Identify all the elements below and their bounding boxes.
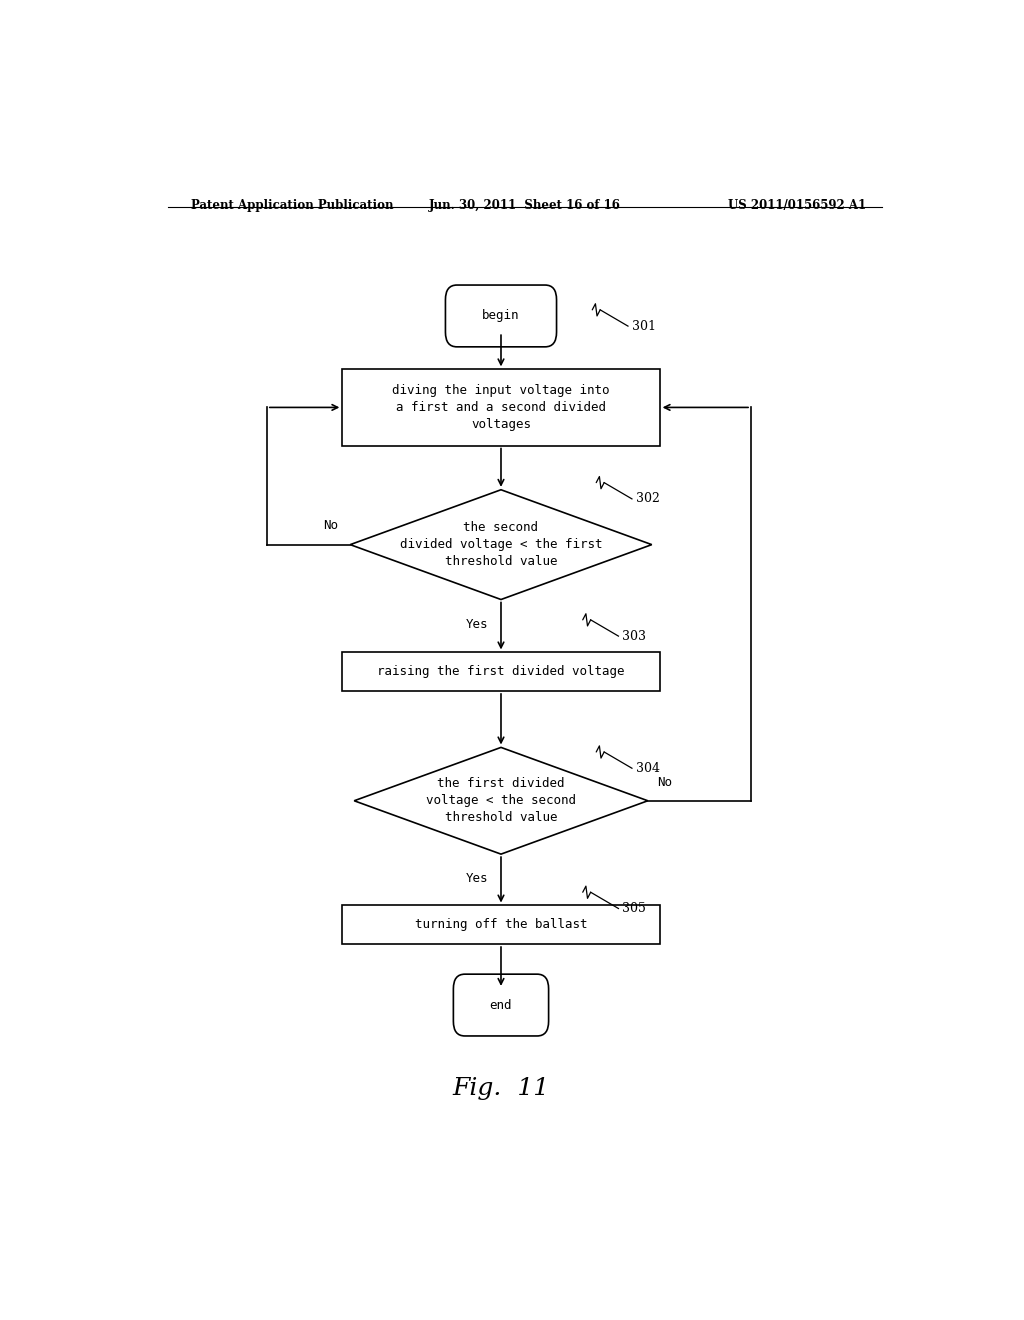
Text: No: No bbox=[657, 776, 673, 788]
Text: turning off the ballast: turning off the ballast bbox=[415, 919, 587, 932]
Text: begin: begin bbox=[482, 309, 520, 322]
Bar bbox=[342, 906, 659, 944]
Text: 305: 305 bbox=[623, 902, 646, 915]
Polygon shape bbox=[350, 490, 651, 599]
Text: Jun. 30, 2011  Sheet 16 of 16: Jun. 30, 2011 Sheet 16 of 16 bbox=[429, 199, 621, 213]
Text: Yes: Yes bbox=[466, 873, 488, 886]
FancyBboxPatch shape bbox=[445, 285, 557, 347]
Text: 304: 304 bbox=[636, 762, 659, 775]
Text: Fig.  11: Fig. 11 bbox=[453, 1077, 550, 1100]
Text: Yes: Yes bbox=[466, 618, 488, 631]
Bar bbox=[342, 370, 659, 446]
Text: 302: 302 bbox=[636, 492, 659, 506]
Text: No: No bbox=[324, 520, 338, 532]
Text: raising the first divided voltage: raising the first divided voltage bbox=[377, 665, 625, 678]
Polygon shape bbox=[354, 747, 648, 854]
Text: the first divided
voltage < the second
threshold value: the first divided voltage < the second t… bbox=[426, 777, 575, 824]
Text: Patent Application Publication: Patent Application Publication bbox=[191, 199, 394, 213]
Text: US 2011/0156592 A1: US 2011/0156592 A1 bbox=[728, 199, 866, 213]
Text: diving the input voltage into
a first and a second divided
voltages: diving the input voltage into a first an… bbox=[392, 384, 609, 430]
Text: 301: 301 bbox=[632, 319, 656, 333]
Bar bbox=[342, 652, 659, 690]
FancyBboxPatch shape bbox=[454, 974, 549, 1036]
Text: the second
divided voltage < the first
threshold value: the second divided voltage < the first t… bbox=[399, 521, 602, 568]
Text: end: end bbox=[489, 998, 512, 1011]
Text: 303: 303 bbox=[623, 630, 646, 643]
